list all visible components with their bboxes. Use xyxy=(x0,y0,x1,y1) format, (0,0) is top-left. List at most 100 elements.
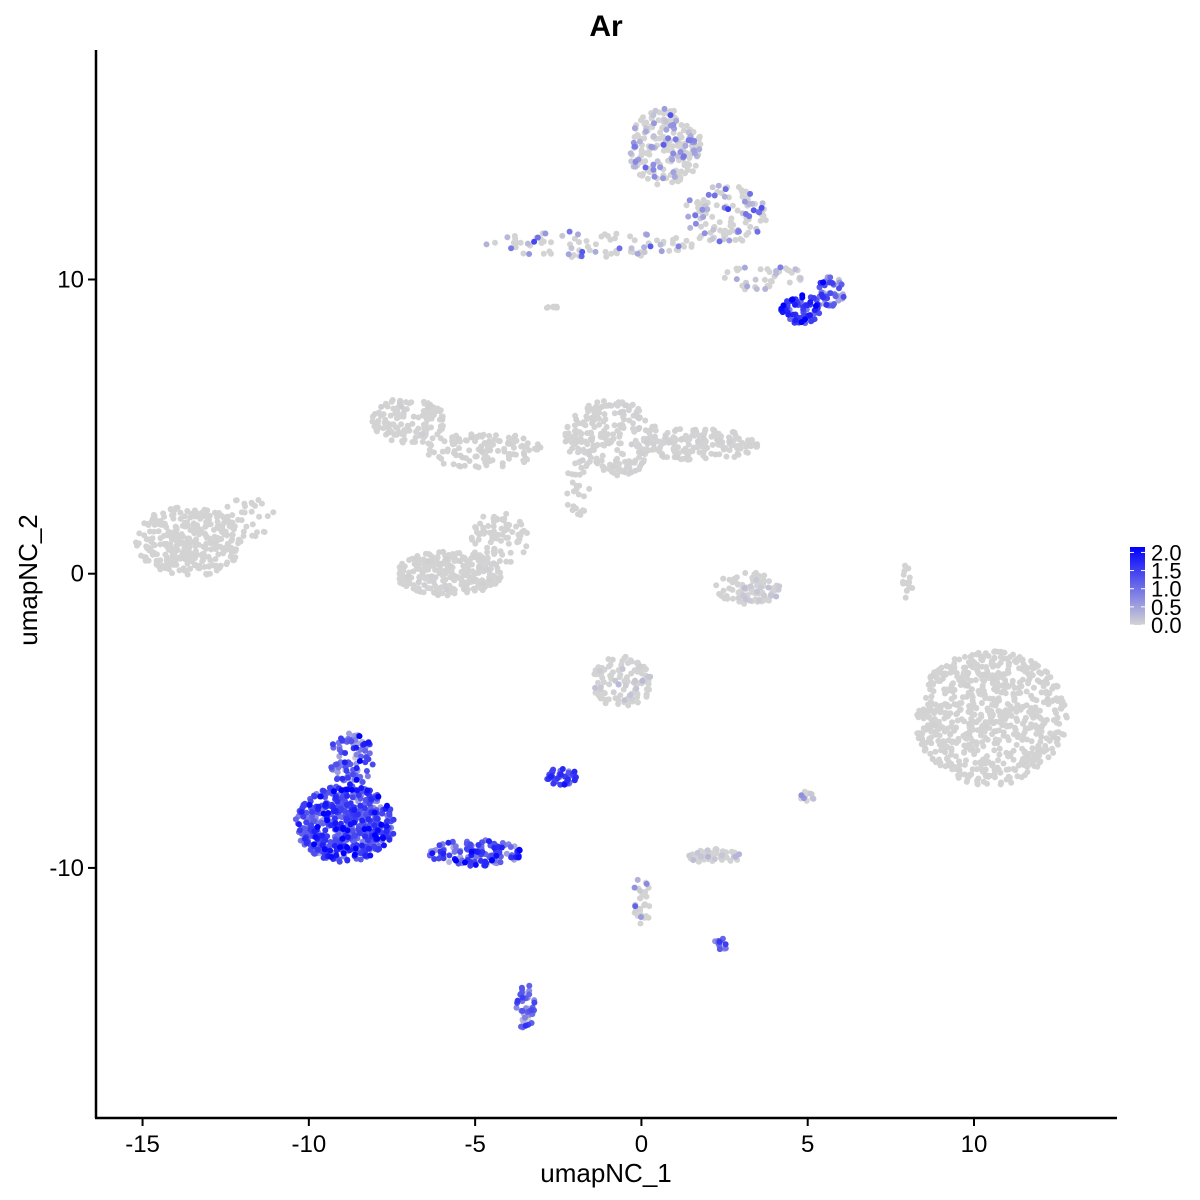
data-point xyxy=(531,238,538,245)
data-point xyxy=(936,741,943,748)
data-point xyxy=(347,800,354,807)
data-point xyxy=(438,455,445,462)
data-point xyxy=(1038,689,1045,696)
data-point xyxy=(942,749,948,756)
data-point xyxy=(427,585,434,592)
data-point xyxy=(674,142,680,149)
data-point xyxy=(218,528,225,535)
data-point xyxy=(631,143,638,150)
data-point xyxy=(200,543,207,550)
data-point xyxy=(344,844,351,851)
data-point xyxy=(637,887,643,894)
data-point xyxy=(788,296,795,303)
data-point xyxy=(651,173,658,180)
data-point xyxy=(1008,779,1015,786)
data-point xyxy=(371,423,378,430)
data-point xyxy=(724,269,731,276)
data-point xyxy=(579,457,586,464)
data-point xyxy=(215,551,222,558)
data-point xyxy=(534,234,541,241)
data-point xyxy=(711,192,718,199)
data-point xyxy=(337,844,343,851)
data-point xyxy=(484,549,491,556)
data-point xyxy=(675,243,682,250)
data-point xyxy=(705,191,712,198)
data-point xyxy=(650,166,657,173)
data-point xyxy=(620,451,626,458)
data-point xyxy=(691,147,697,154)
data-point xyxy=(344,817,351,824)
data-point xyxy=(493,432,499,439)
data-point xyxy=(462,859,468,866)
data-point xyxy=(479,849,486,855)
data-point xyxy=(374,827,381,834)
data-point xyxy=(669,240,676,247)
data-point xyxy=(485,523,492,529)
data-point xyxy=(229,531,236,538)
data-point xyxy=(353,744,360,751)
data-point xyxy=(720,446,727,453)
data-point xyxy=(972,759,979,766)
data-point xyxy=(951,727,958,734)
data-point xyxy=(829,302,836,309)
data-point xyxy=(671,173,678,180)
data-point xyxy=(652,427,659,434)
data-point xyxy=(344,857,351,864)
data-point xyxy=(932,701,939,708)
data-point xyxy=(331,788,337,795)
data-point xyxy=(654,158,661,165)
data-point xyxy=(999,682,1006,689)
data-point xyxy=(928,707,935,714)
data-point xyxy=(572,460,579,467)
data-point xyxy=(792,317,799,324)
data-point xyxy=(553,304,560,311)
data-point xyxy=(650,161,657,168)
data-point xyxy=(489,533,496,540)
data-point xyxy=(768,592,775,599)
data-point xyxy=(490,560,497,567)
data-point xyxy=(642,888,649,895)
data-point xyxy=(978,728,985,735)
data-point xyxy=(741,264,748,271)
data-point xyxy=(949,766,956,773)
data-point xyxy=(731,575,738,582)
data-point xyxy=(977,688,984,695)
data-point xyxy=(611,422,618,429)
data-point xyxy=(361,805,368,812)
data-point xyxy=(965,772,972,779)
data-point xyxy=(762,217,769,224)
data-point xyxy=(591,671,598,677)
data-point xyxy=(632,467,639,474)
data-point xyxy=(482,862,489,869)
data-point xyxy=(961,748,968,755)
data-point xyxy=(761,276,768,283)
data-point xyxy=(1009,677,1016,684)
data-point xyxy=(212,509,218,516)
data-point xyxy=(196,565,203,572)
data-point xyxy=(903,587,910,594)
data-point xyxy=(965,669,972,676)
data-point xyxy=(142,557,149,564)
data-point xyxy=(643,686,650,693)
data-point xyxy=(489,457,496,464)
data-point xyxy=(961,718,967,725)
data-point xyxy=(187,514,194,521)
data-point xyxy=(798,319,805,326)
data-point xyxy=(997,781,1004,788)
data-point xyxy=(1014,702,1021,708)
data-point xyxy=(999,672,1006,679)
data-point xyxy=(573,416,580,423)
data-point xyxy=(543,304,550,311)
data-point xyxy=(766,578,772,585)
data-point xyxy=(296,827,303,834)
data-point xyxy=(641,249,648,256)
data-point xyxy=(678,436,685,443)
data-point xyxy=(419,438,426,445)
data-point xyxy=(807,790,814,797)
data-point xyxy=(223,561,230,568)
data-point xyxy=(1021,749,1028,756)
data-point xyxy=(1063,712,1069,719)
data-point xyxy=(367,852,374,859)
data-point xyxy=(540,250,547,257)
data-point xyxy=(923,713,930,720)
